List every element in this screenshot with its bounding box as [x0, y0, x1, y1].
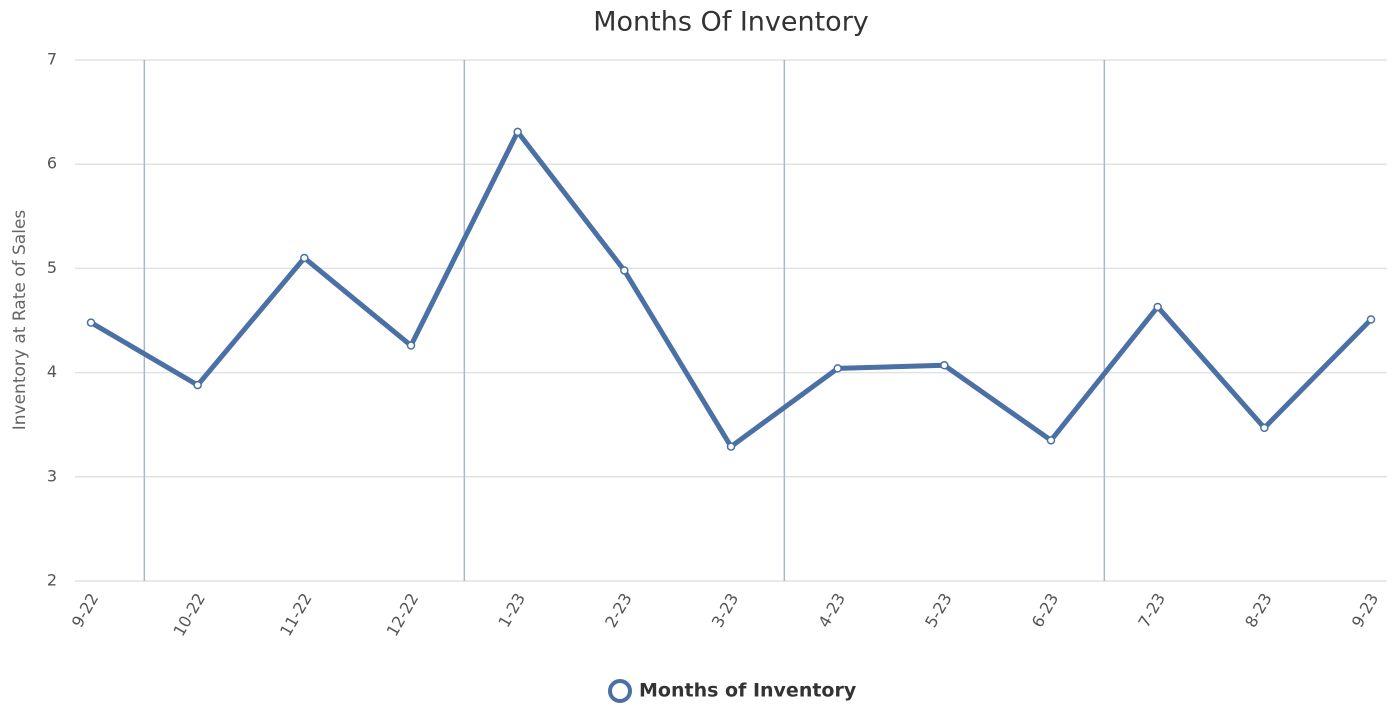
x-tick-label: 8-23: [1241, 590, 1276, 631]
y-tick-label: 2: [47, 571, 57, 590]
x-tick-label: 2-23: [601, 590, 636, 631]
point: [833, 364, 842, 373]
point: [1260, 423, 1269, 433]
point: [1046, 436, 1056, 445]
y-tick-label: 3: [47, 466, 57, 485]
x-tick-label: 6-23: [1028, 590, 1063, 631]
y-axis-title: Inventory at Rate of Sales: [10, 210, 30, 431]
x-tick-label: 5-23: [921, 590, 956, 631]
x-tick-label: 9-22: [68, 590, 103, 631]
point: [406, 341, 416, 350]
point: [620, 266, 629, 275]
y-tick-label: 5: [47, 258, 57, 277]
x-tick-label: 3-23: [708, 590, 743, 631]
point: [86, 318, 96, 327]
x-tick-label: 7-23: [1134, 590, 1169, 631]
point: [726, 442, 736, 451]
chart-title: Months Of Inventory: [593, 7, 869, 38]
x-tick-label: 4-23: [814, 590, 849, 631]
x-tick-label: 9-23: [1348, 590, 1383, 631]
point: [300, 253, 309, 263]
y-tick-label: 4: [47, 362, 57, 381]
x-tick-label: 11-22: [276, 590, 316, 640]
point: [193, 380, 202, 390]
x-tick-label: 10-22: [169, 590, 209, 640]
point: [940, 361, 949, 370]
legend-marker: [608, 679, 632, 703]
x-tick-label: 12-22: [383, 590, 423, 640]
legend-label: Months of Inventory: [639, 680, 857, 702]
y-tick-label: 6: [47, 154, 57, 173]
point: [513, 127, 522, 137]
point: [1153, 302, 1162, 312]
point: [1366, 315, 1376, 324]
x-tick-label: 1-23: [494, 590, 529, 631]
y-tick-label: 7: [47, 50, 57, 69]
series-line: [89, 129, 1373, 450]
